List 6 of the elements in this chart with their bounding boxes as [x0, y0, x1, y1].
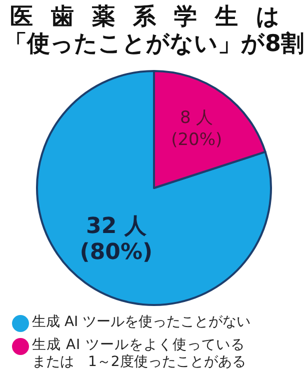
data-label: 8 人 (20%): [171, 107, 222, 152]
pie-slice: [36, 70, 272, 306]
legend-label: 生成 AI ツールをよく使っているまたは 1～2度使ったことがある: [32, 337, 247, 371]
legend-label: 生成 AI ツールを使ったことがない: [32, 314, 251, 331]
chart-title: 医歯薬系学生は「使ったことがない」が8割: [2, 4, 305, 58]
data-label: 32 人 (80%): [80, 214, 153, 266]
